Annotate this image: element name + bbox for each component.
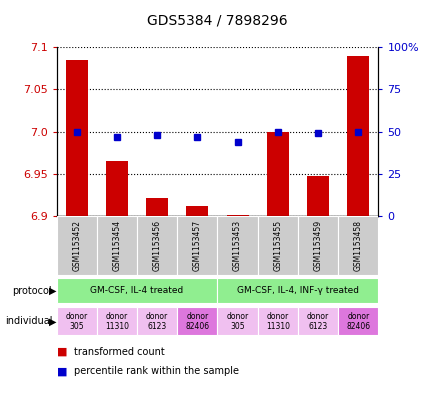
Bar <box>177 307 217 335</box>
Text: GM-CSF, IL-4, INF-γ treated: GM-CSF, IL-4, INF-γ treated <box>237 286 358 295</box>
Text: GSM1153452: GSM1153452 <box>72 220 81 271</box>
Text: GSM1153459: GSM1153459 <box>313 220 322 271</box>
Text: ■: ■ <box>56 366 67 376</box>
Text: donor
305: donor 305 <box>66 312 88 331</box>
Text: percentile rank within the sample: percentile rank within the sample <box>74 366 238 376</box>
Bar <box>306 176 329 216</box>
Bar <box>257 216 297 275</box>
Bar <box>105 161 128 216</box>
Text: GSM1153456: GSM1153456 <box>152 220 161 271</box>
Text: ▶: ▶ <box>49 286 56 296</box>
Bar <box>266 132 288 216</box>
Bar <box>257 307 297 335</box>
Text: ▶: ▶ <box>49 316 56 326</box>
Bar <box>297 307 338 335</box>
Bar <box>217 216 257 275</box>
Bar <box>217 307 257 335</box>
Text: GSM1153455: GSM1153455 <box>273 220 282 271</box>
Text: donor
6123: donor 6123 <box>146 312 168 331</box>
Bar <box>56 307 97 335</box>
Text: ■: ■ <box>56 347 67 357</box>
Text: donor
82406: donor 82406 <box>185 312 209 331</box>
Bar <box>56 216 97 275</box>
Text: transformed count: transformed count <box>74 347 164 357</box>
Text: protocol: protocol <box>13 286 52 296</box>
Text: donor
6123: donor 6123 <box>306 312 329 331</box>
Text: donor
11310: donor 11310 <box>105 312 128 331</box>
Bar <box>66 60 88 216</box>
Bar <box>146 198 168 216</box>
Text: donor
82406: donor 82406 <box>345 312 369 331</box>
Bar <box>96 307 137 335</box>
Text: GSM1153454: GSM1153454 <box>112 220 121 271</box>
Text: GDS5384 / 7898296: GDS5384 / 7898296 <box>147 13 287 28</box>
Text: individual: individual <box>5 316 52 326</box>
Bar <box>137 216 177 275</box>
Text: GSM1153453: GSM1153453 <box>233 220 242 271</box>
Bar <box>226 215 248 216</box>
Text: GM-CSF, IL-4 treated: GM-CSF, IL-4 treated <box>90 286 183 295</box>
Text: donor
305: donor 305 <box>226 312 248 331</box>
Text: GSM1153458: GSM1153458 <box>353 220 362 271</box>
Bar <box>137 307 177 335</box>
Bar <box>346 55 368 216</box>
Bar <box>56 278 217 303</box>
Text: GSM1153457: GSM1153457 <box>192 220 201 271</box>
Bar <box>297 216 338 275</box>
Text: donor
11310: donor 11310 <box>265 312 289 331</box>
Bar <box>186 206 208 216</box>
Bar <box>338 216 378 275</box>
Bar <box>177 216 217 275</box>
Bar <box>217 278 378 303</box>
Bar <box>96 216 137 275</box>
Bar <box>338 307 378 335</box>
